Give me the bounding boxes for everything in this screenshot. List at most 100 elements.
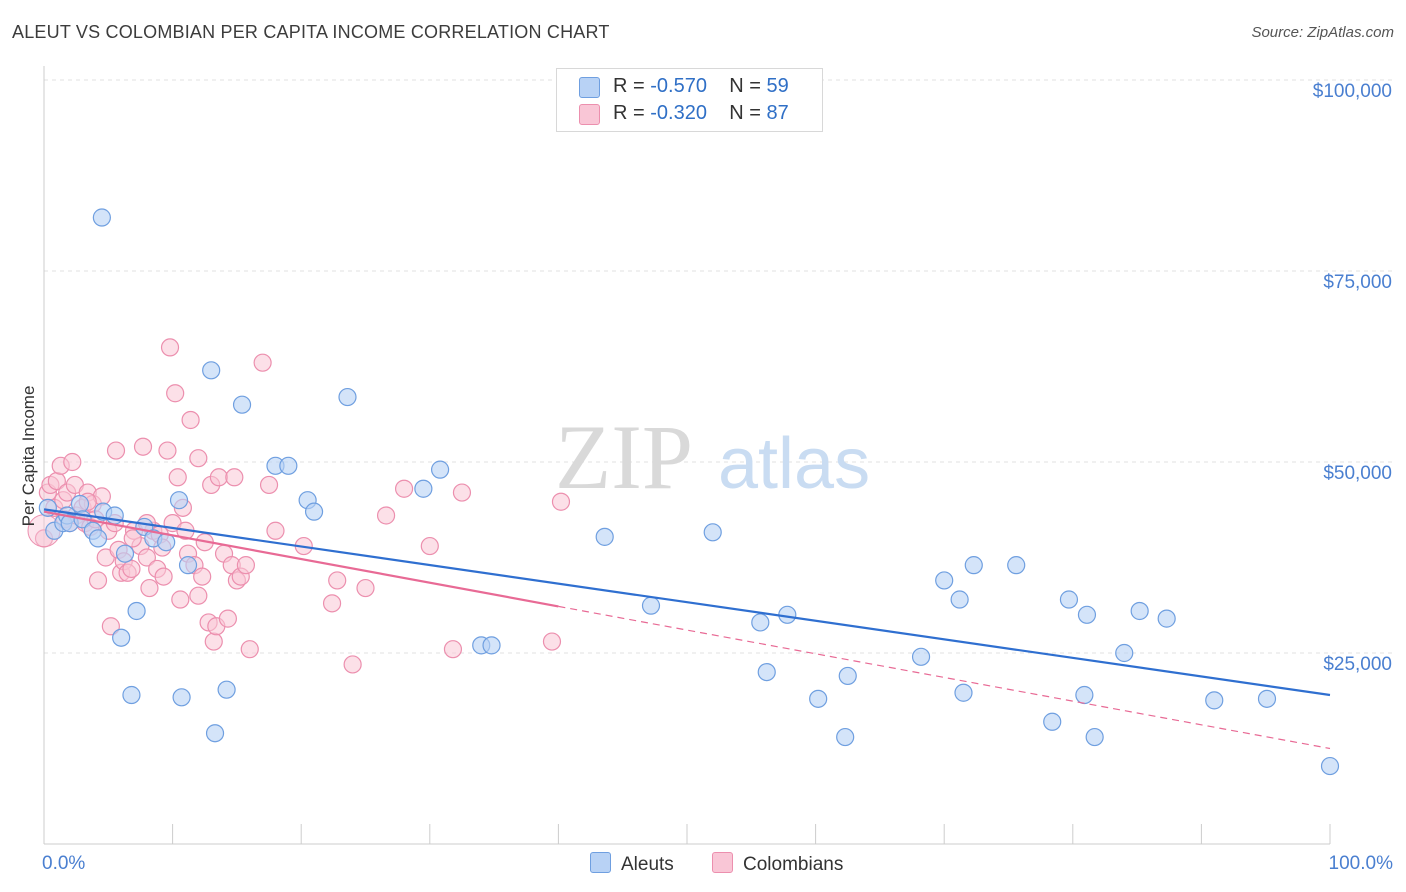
- colombian-point: [452, 483, 472, 502]
- aleut-point: [911, 647, 931, 666]
- colombian-point: [160, 338, 180, 357]
- aleut-point: [279, 456, 298, 475]
- aleut-point: [1130, 601, 1149, 621]
- colombian-trend-line-extrapolated: [558, 605, 1331, 750]
- aleut-point: [178, 556, 198, 575]
- aleut-point: [950, 590, 969, 609]
- y-tick-label: $50,000: [1323, 463, 1392, 484]
- aleut-point: [964, 556, 983, 575]
- aleut-point: [836, 727, 855, 747]
- bottom-legend-colombian: Colombians: [712, 852, 843, 876]
- y-axis-title: Per Capita Income: [19, 386, 38, 527]
- colombian-point: [123, 529, 142, 548]
- aleut-point: [595, 527, 614, 546]
- colombian-point: [101, 617, 120, 636]
- colombian-point: [168, 468, 187, 487]
- colombian-point: [322, 594, 342, 613]
- colombian-point: [171, 590, 190, 609]
- watermark-atlas: atlas: [718, 424, 870, 504]
- aleut-point: [202, 361, 221, 380]
- axes: [43, 66, 1331, 845]
- aleut-point: [1205, 691, 1224, 710]
- aleut-point: [1077, 605, 1097, 624]
- aleut-point: [430, 460, 450, 479]
- axis-labels: $25,000 $50,000 $75,000 $100,000 0.0% 100.0%: [42, 81, 1393, 874]
- bottom-legend-aleut: Aleuts: [590, 852, 674, 876]
- aleut-point: [1257, 689, 1277, 708]
- colombian-point: [253, 353, 272, 372]
- aleut-point: [88, 529, 108, 548]
- aleut-point: [232, 395, 252, 414]
- aleut-swatch: [579, 77, 600, 98]
- colombian-point: [181, 410, 200, 430]
- colombian-point: [133, 437, 153, 456]
- x-tick-label-min: 0.0%: [42, 853, 85, 874]
- aleut-point: [112, 628, 131, 647]
- colombian-point: [236, 556, 256, 575]
- y-tick-label: $100,000: [1313, 81, 1392, 102]
- colombian-point: [542, 632, 562, 651]
- y-tick-label: $75,000: [1323, 272, 1392, 293]
- colombian-point: [394, 479, 414, 498]
- colombian-trend-line: [43, 510, 559, 608]
- colombian-point: [420, 536, 439, 556]
- colombian-point: [193, 567, 212, 586]
- colombian-point: [551, 492, 571, 511]
- colombian-point: [63, 452, 82, 472]
- aleut-point: [1043, 712, 1062, 731]
- trend-lines: [43, 508, 1331, 750]
- colombian-point: [106, 441, 126, 460]
- colombian-point: [328, 571, 347, 590]
- colombian-point: [209, 468, 228, 487]
- colombian-point: [343, 655, 362, 674]
- colombian-point: [266, 521, 285, 540]
- aleut-point: [338, 387, 357, 407]
- aleut-point: [1320, 756, 1340, 776]
- watermark: ZIP atlas: [555, 406, 870, 508]
- aleut-point: [1157, 609, 1176, 628]
- aleut-point: [809, 689, 828, 708]
- watermark-zip: ZIP: [555, 406, 693, 508]
- aleut-point: [703, 523, 722, 542]
- colombian-legend-swatch: [712, 852, 733, 873]
- colombian-point: [137, 548, 156, 567]
- y-tick-label: $25,000: [1323, 654, 1392, 675]
- colombian-legend-label: Colombians: [743, 854, 844, 875]
- aleut-trend-line: [43, 508, 1331, 697]
- aleut-legend-label: Aleuts: [621, 854, 674, 875]
- colombian-point: [158, 441, 177, 460]
- colombian-point: [166, 384, 185, 403]
- colombian-point: [356, 578, 375, 598]
- aleut-point: [935, 571, 954, 590]
- colombian-point: [189, 586, 208, 605]
- aleut-point: [1007, 556, 1026, 575]
- aleut-points: [38, 208, 1340, 776]
- aleut-point: [1115, 643, 1134, 663]
- colombian-point: [443, 640, 463, 659]
- aleut-point: [482, 636, 501, 655]
- aleut-point: [169, 491, 189, 510]
- legend-colombian-stats: R = -0.320 N = 87: [613, 102, 789, 124]
- aleut-point: [304, 502, 324, 521]
- aleut-point: [70, 494, 90, 514]
- colombian-point: [154, 567, 173, 586]
- aleut-point: [127, 601, 146, 621]
- aleut-point: [115, 544, 135, 563]
- source-credit: Source: ZipAtlas.com: [1251, 24, 1394, 41]
- x-tick-label-max: 100.0%: [1329, 853, 1394, 874]
- colombian-point: [189, 449, 208, 468]
- chart-title: ALEUT VS COLOMBIAN PER CAPITA INCOME COR…: [12, 22, 610, 42]
- correlation-legend: R = -0.570 N = 59 R = -0.320 N = 87: [556, 68, 823, 132]
- colombian-point: [218, 609, 237, 628]
- aleut-point: [757, 662, 776, 682]
- aleut-point: [172, 688, 191, 707]
- aleut-point: [838, 666, 857, 686]
- aleut-point: [751, 613, 770, 632]
- aleut-point: [414, 479, 433, 498]
- colombian-point: [376, 506, 396, 525]
- colombian-swatch: [579, 104, 600, 125]
- colombian-point: [240, 640, 259, 659]
- aleut-point: [92, 208, 111, 227]
- aleut-point: [1085, 727, 1104, 747]
